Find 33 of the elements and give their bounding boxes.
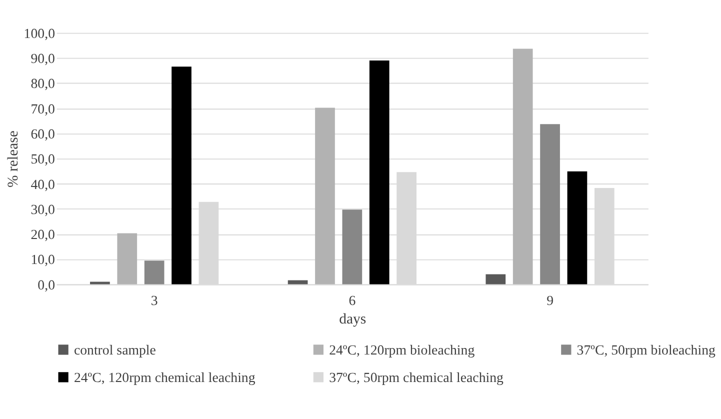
legend-label: 24ºC, 120rpm bioleaching (329, 342, 475, 358)
y-tick-label: 20,0 (30, 227, 56, 242)
y-tick-label: 0,0 (38, 277, 56, 292)
bar (369, 60, 390, 284)
y-tick-label: 60,0 (30, 126, 56, 142)
y-axis-title: % release (5, 130, 22, 188)
y-tick-label: 40,0 (30, 176, 56, 192)
legend-label: 37ºC, 50rpm chemical leaching (329, 370, 504, 385)
y-tick-label: 50,0 (30, 152, 56, 167)
y-tick-label: 10,0 (30, 252, 56, 268)
y-tick-label: 90,0 (30, 51, 56, 66)
bar (117, 233, 138, 284)
bar (567, 171, 588, 284)
bar (342, 210, 362, 284)
bar (172, 66, 192, 284)
bar (144, 260, 164, 284)
legend-label: control sample (74, 342, 156, 358)
bar (486, 274, 506, 284)
x-axis-title: days (339, 312, 366, 328)
x-tick-label: 6 (348, 293, 356, 308)
x-tick-label: 3 (150, 293, 158, 308)
y-tick-label: 30,0 (30, 202, 56, 217)
legend-label: 37ºC, 50rpm bioleaching (576, 342, 716, 358)
x-tick-label: 9 (546, 293, 554, 308)
y-tick-label: 70,0 (30, 101, 56, 116)
bar (288, 280, 308, 284)
legend-label: 24ºC, 120rpm chemical leaching (74, 370, 256, 385)
y-tick-label: 100,0 (24, 26, 56, 41)
bar (512, 48, 533, 284)
y-tick-label: 80,0 (30, 76, 56, 92)
bar (315, 108, 335, 284)
bar (90, 282, 110, 284)
bar (540, 124, 560, 284)
